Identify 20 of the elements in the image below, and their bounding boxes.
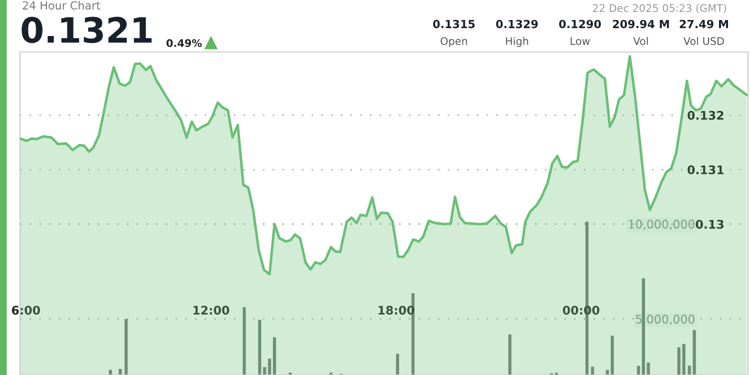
y-tick-label: 0.131 — [688, 165, 724, 174]
chart-title: 24 Hour Chart — [22, 1, 100, 10]
x-tick-label: 6:00 — [12, 306, 40, 315]
text: 0.1329 — [496, 20, 538, 28]
text: 27.49 M — [680, 20, 728, 28]
text: Vol USD — [684, 36, 724, 46]
text: 0.1290 — [559, 20, 601, 28]
text: 0.49% — [166, 39, 202, 48]
y2-tick-label: 10,000,000 — [628, 220, 694, 230]
x-tick-label: 12:00 — [193, 306, 230, 315]
y-tick-label: 0.13 — [696, 220, 724, 229]
y-tick-label: 0.132 — [688, 110, 724, 120]
text: 0.1315 — [433, 20, 475, 28]
text: Low — [570, 37, 590, 46]
text: High — [506, 36, 528, 48]
text: Vol — [633, 36, 648, 46]
text: Open — [440, 37, 468, 48]
text: 22 Dec 2025 05:23 (GMT) — [593, 4, 726, 14]
text: 0.1321 — [22, 16, 152, 44]
text: 209.94 M — [612, 20, 669, 28]
